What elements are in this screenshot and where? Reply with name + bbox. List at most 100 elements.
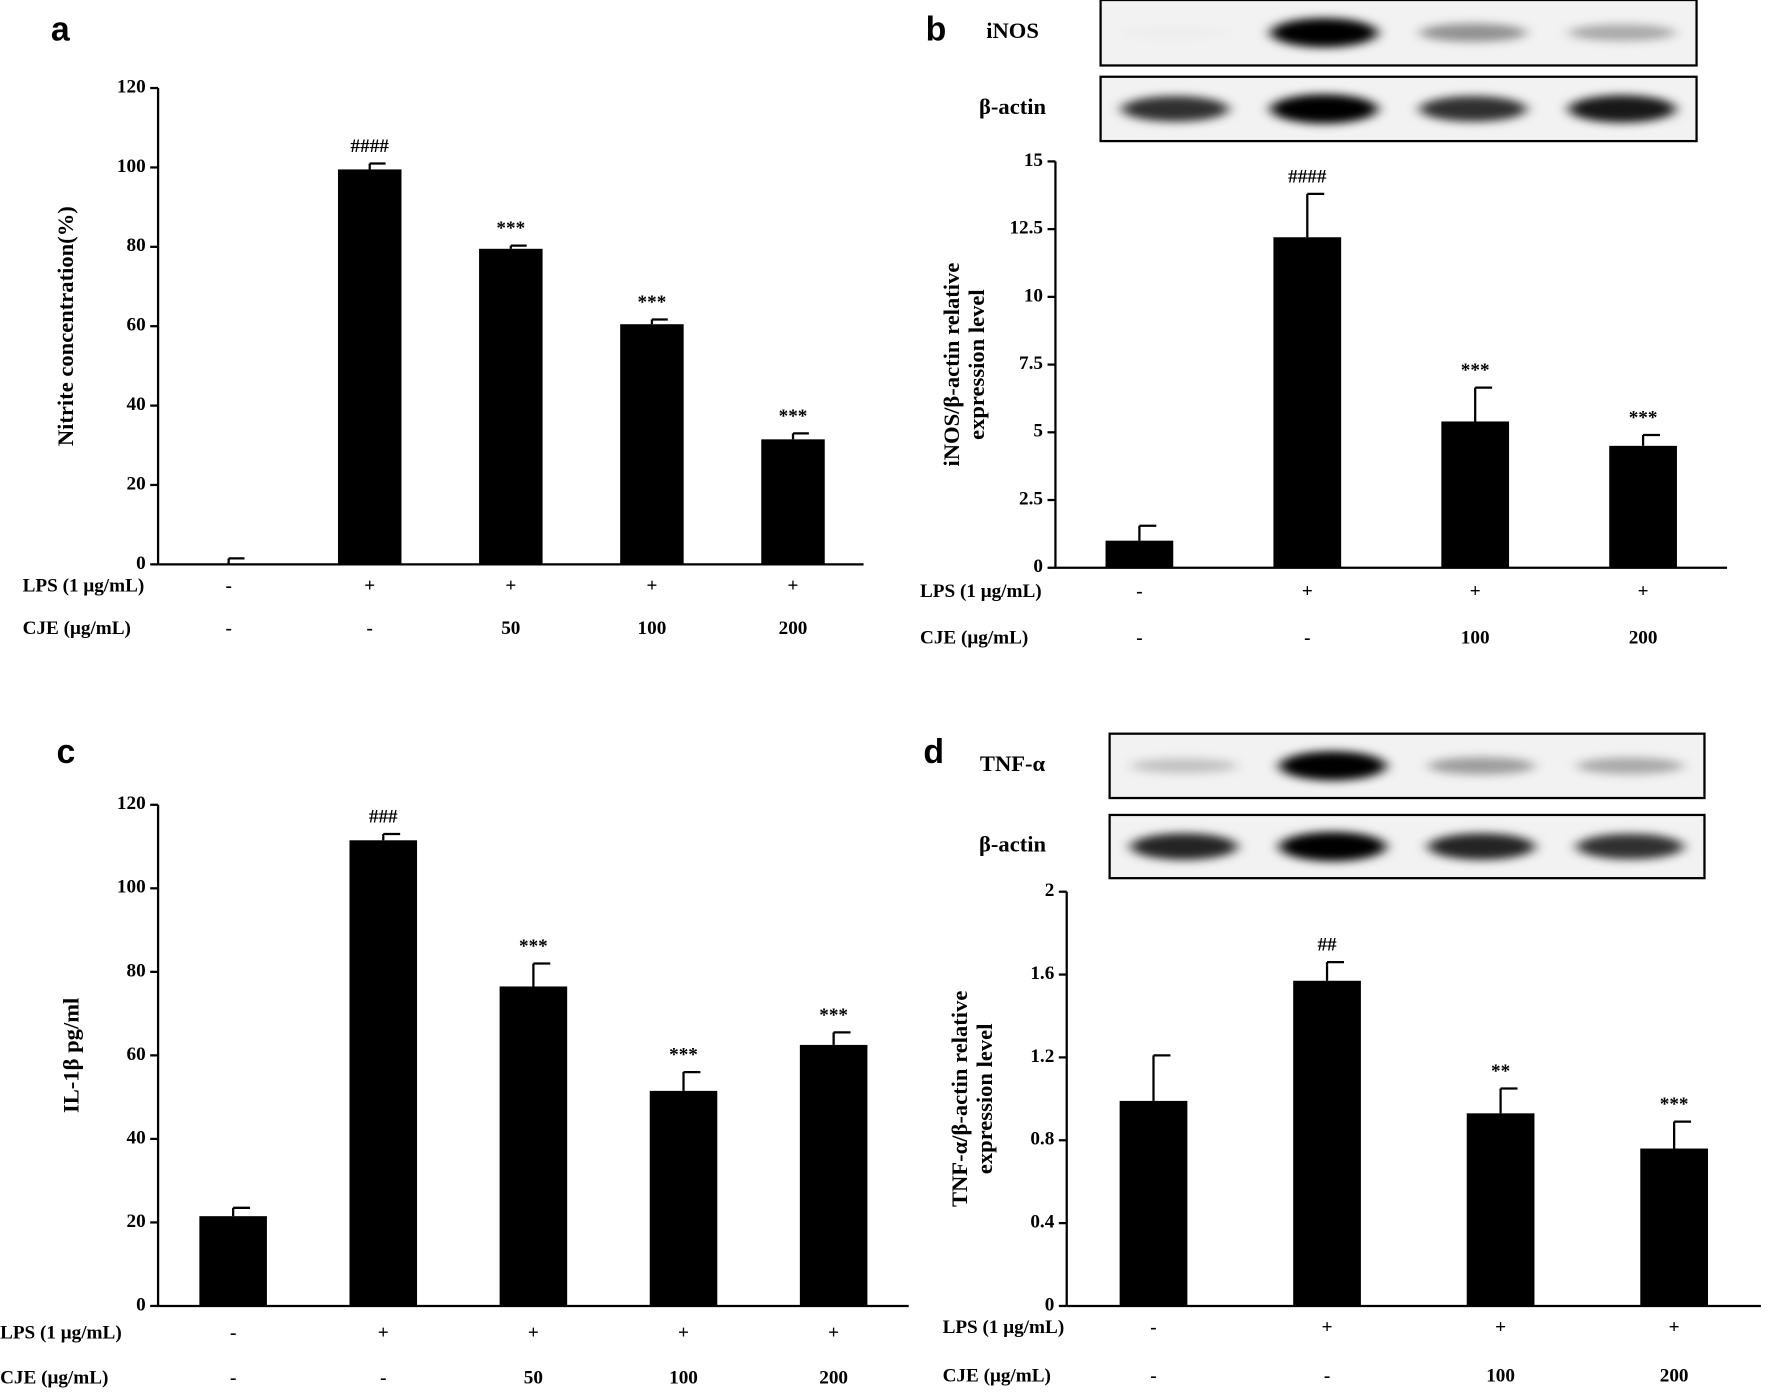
blot-band (1121, 96, 1229, 122)
treatment-label: LPS (1 μg/mL) (920, 581, 1042, 602)
y-tick-label: 1.2 (1030, 1046, 1054, 1067)
bar (1293, 980, 1361, 1306)
significance-label: *** (1660, 1094, 1689, 1115)
y-tick-label: 12.5 (1009, 218, 1043, 239)
treatment-label: CJE (μg/mL) (920, 627, 1028, 648)
bar (1441, 421, 1510, 568)
y-axis-label: IL-1β pg/ml (59, 998, 84, 1113)
treatment-value: - (230, 1323, 236, 1344)
treatment-label: LPS (1 μg/mL) (943, 1317, 1065, 1338)
blot-band (1419, 96, 1527, 122)
treatment-value: + (1470, 581, 1481, 602)
treatment-value: + (1302, 581, 1313, 602)
significance-label: #### (351, 136, 390, 157)
treatment-label: LPS (1 μg/mL) (0, 1323, 122, 1344)
significance-label: ** (1491, 1061, 1510, 1082)
treatment-value: - (225, 575, 231, 596)
treatment-label: CJE (μg/mL) (23, 618, 131, 639)
panel-label: a (51, 11, 71, 49)
panel-label: d (923, 733, 944, 771)
blot-band (1568, 24, 1676, 42)
y-tick-label: 1.6 (1030, 963, 1054, 984)
blot-band (1270, 94, 1378, 124)
bar (1273, 237, 1342, 568)
significance-label: *** (779, 406, 808, 427)
significance-label: *** (819, 1005, 848, 1026)
treatment-value: - (1150, 1365, 1156, 1386)
treatment-value: 50 (501, 618, 520, 639)
treatment-value: 200 (779, 618, 808, 639)
significance-label: *** (638, 292, 667, 313)
treatment-value: + (828, 1323, 839, 1344)
blot-band (1279, 751, 1387, 781)
bar (499, 986, 568, 1306)
y-tick-label: 0 (136, 553, 146, 574)
bar (199, 1216, 267, 1306)
significance-label: ### (369, 807, 398, 828)
bar (479, 248, 543, 565)
bar (349, 840, 418, 1306)
y-tick-label: 0.8 (1030, 1129, 1054, 1150)
treatment-value: + (788, 575, 799, 596)
bar (649, 1090, 718, 1306)
y-axis-label: TNF-α/β-actin relative (947, 991, 972, 1207)
significance-label: *** (496, 218, 525, 239)
y-tick-label: 120 (117, 793, 146, 814)
significance-label: ## (1317, 935, 1337, 956)
blot-band (1568, 95, 1676, 123)
y-tick-label: 0 (1045, 1294, 1055, 1315)
treatment-value: 200 (819, 1368, 848, 1389)
blot-band (1121, 27, 1228, 39)
treatment-value: + (528, 1323, 539, 1344)
y-axis-label: iNOS/β-actin relative (939, 263, 964, 467)
panel-label: c (57, 733, 76, 771)
y-tick-label: 60 (127, 1044, 146, 1065)
y-tick-label: 2 (1045, 880, 1055, 901)
treatment-value: - (380, 1368, 386, 1389)
bar (761, 439, 825, 565)
bar (1105, 540, 1174, 568)
treatment-value: - (1136, 581, 1142, 602)
blot-label: iNOS (986, 18, 1039, 43)
treatment-label: CJE (μg/mL) (943, 1365, 1051, 1386)
treatment-label: CJE (μg/mL) (0, 1368, 108, 1389)
treatment-value: + (505, 575, 516, 596)
treatment-value: - (1324, 1365, 1330, 1386)
bar (620, 324, 684, 565)
blot-label: β-actin (979, 94, 1046, 119)
treatment-value: 100 (638, 618, 667, 639)
y-tick-label: 60 (127, 315, 146, 336)
y-tick-label: 2.5 (1019, 488, 1043, 509)
treatment-value: + (1322, 1317, 1333, 1338)
treatment-label: LPS (1 μg/mL) (23, 575, 145, 596)
treatment-value: + (1669, 1317, 1680, 1338)
y-tick-label: 120 (117, 76, 146, 97)
treatment-value: 100 (1461, 627, 1490, 648)
blot-band (1427, 757, 1535, 775)
blot-band (1270, 18, 1378, 48)
bar (1640, 1148, 1708, 1306)
treatment-value: + (1495, 1317, 1506, 1338)
y-tick-label: 40 (127, 1127, 146, 1148)
blot-band (1576, 757, 1684, 775)
blot-band (1279, 831, 1387, 862)
y-tick-label: 0 (136, 1294, 146, 1315)
treatment-value: 200 (1660, 1365, 1689, 1386)
blot-band (1419, 23, 1527, 42)
bar (1119, 1100, 1188, 1306)
treatment-value: - (367, 618, 373, 639)
y-tick-label: 10 (1024, 285, 1043, 306)
y-tick-label: 80 (127, 235, 146, 256)
blot-label: TNF-α (980, 751, 1046, 776)
significance-label: *** (1629, 408, 1658, 429)
y-tick-label: 20 (127, 473, 146, 494)
y-tick-label: 20 (127, 1211, 146, 1232)
y-tick-label: 40 (127, 394, 146, 415)
blot-bands (1130, 831, 1684, 862)
y-axis-label: expression level (972, 1024, 997, 1175)
significance-label: *** (669, 1045, 698, 1066)
treatment-value: 100 (669, 1368, 698, 1389)
significance-label: *** (519, 936, 548, 957)
treatment-value: - (1304, 627, 1310, 648)
